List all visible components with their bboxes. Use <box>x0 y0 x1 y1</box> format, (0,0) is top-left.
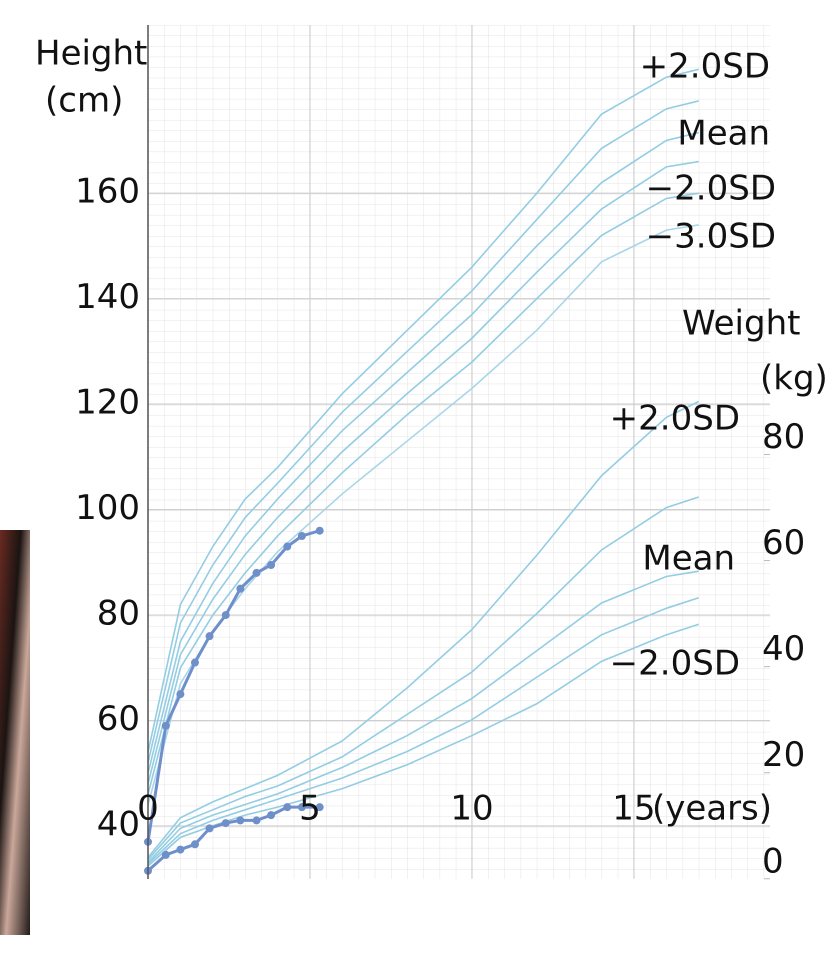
y-label: Height <box>35 34 147 74</box>
curve-label: +2.0SD <box>640 47 770 87</box>
reference-curve <box>147 400 700 859</box>
patient-point <box>221 611 230 620</box>
curve-label: Mean <box>677 114 770 154</box>
patient-point <box>176 845 185 854</box>
patient-point <box>267 811 276 820</box>
y2-tick-label: 0 <box>762 841 784 881</box>
x-tick-label: 15 <box>612 789 655 829</box>
patient-point <box>236 584 245 593</box>
patient-point <box>297 531 306 540</box>
curve-label: Mean <box>642 539 735 579</box>
y-tick-label: 140 <box>75 277 140 317</box>
reference-curve <box>147 100 699 763</box>
patient-point <box>297 803 306 812</box>
y2-tick-label: 80 <box>762 417 805 457</box>
y2-tick-label: 40 <box>762 629 805 669</box>
y2-label: Weight <box>682 304 800 344</box>
patient-point <box>283 542 292 551</box>
reference-curve <box>147 596 699 865</box>
y2-tick-label: 60 <box>762 523 805 563</box>
patient-point <box>252 568 261 577</box>
patient-point <box>176 690 185 699</box>
patient-point <box>190 658 199 667</box>
x-tick-label: 10 <box>450 789 493 829</box>
reference-curve <box>147 131 699 774</box>
patient-point <box>236 816 245 825</box>
y2-label: (kg) <box>760 359 828 399</box>
y-tick-label: 80 <box>97 594 140 634</box>
y-tick-label: 40 <box>97 805 140 845</box>
patient-point <box>252 816 261 825</box>
y-tick-label: 60 <box>97 699 140 739</box>
patient-point <box>205 824 214 833</box>
curve-label: −2.0SD <box>646 169 776 209</box>
reference-curve <box>147 192 699 795</box>
curve-label: −3.0SD <box>646 217 776 257</box>
patient-point <box>283 803 292 812</box>
patient-point <box>267 560 276 569</box>
reference-curve <box>147 496 699 861</box>
reference-curve <box>147 160 699 785</box>
y-tick-label: 120 <box>75 383 140 423</box>
patient-point <box>315 526 324 535</box>
curve-label: +2.0SD <box>610 399 740 439</box>
reference-curve <box>147 570 699 863</box>
x-label: (years) <box>652 789 772 829</box>
patient-point <box>161 721 170 730</box>
reference-curve <box>147 68 699 753</box>
patient-point <box>161 850 170 859</box>
x-tick-label: 0 <box>137 789 159 829</box>
y2-tick-label: 20 <box>762 735 805 775</box>
patient-point <box>205 632 214 641</box>
patient-point <box>190 840 199 849</box>
y-tick-label: 100 <box>75 488 140 528</box>
photo-edge <box>0 530 30 935</box>
y-label: (cm) <box>45 81 123 121</box>
curve-label: −2.0SD <box>610 644 740 684</box>
y-tick-label: 160 <box>75 172 140 212</box>
x-tick-label: 5 <box>299 789 321 829</box>
patient-point <box>315 803 324 812</box>
patient-point <box>221 819 230 828</box>
